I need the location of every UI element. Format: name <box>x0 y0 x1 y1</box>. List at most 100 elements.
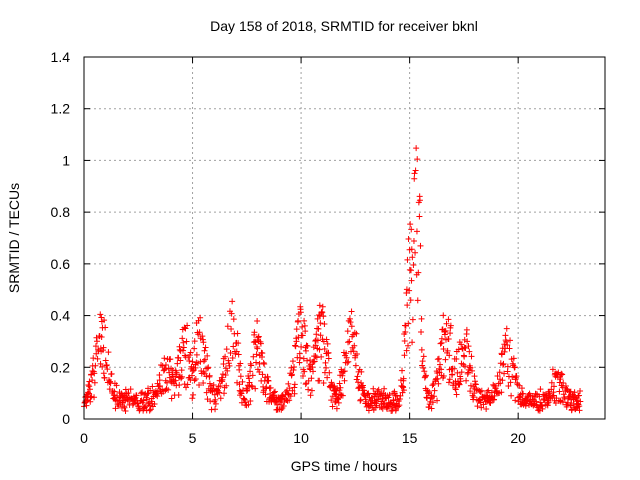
data-point <box>577 398 584 405</box>
data-point <box>199 336 206 343</box>
data-point <box>105 349 112 356</box>
data-point <box>344 328 351 335</box>
data-point <box>341 377 348 384</box>
data-point <box>100 370 107 377</box>
data-point <box>537 386 544 393</box>
data-point <box>289 387 296 394</box>
data-point <box>429 382 436 389</box>
y-axis-label: SRMTID / TECUs <box>6 183 22 293</box>
data-point <box>344 359 351 366</box>
data-point <box>323 336 330 343</box>
data-point <box>219 376 226 383</box>
data-point <box>347 319 354 326</box>
data-point <box>293 338 300 345</box>
data-point <box>478 404 485 411</box>
data-point <box>188 372 195 379</box>
data-point <box>339 372 346 379</box>
data-point <box>355 379 362 386</box>
data-point <box>212 400 219 407</box>
data-point <box>200 379 207 386</box>
data-point <box>320 379 327 386</box>
data-point <box>301 317 308 324</box>
data-point <box>575 392 582 399</box>
data-point <box>146 407 153 414</box>
x-tick-label: 5 <box>189 430 197 446</box>
data-point <box>233 348 240 355</box>
data-point <box>245 375 252 382</box>
data-point <box>295 334 302 341</box>
y-tick-label: 0.4 <box>51 308 71 324</box>
data-point <box>365 390 372 397</box>
data-point <box>285 380 292 387</box>
data-point <box>229 298 236 305</box>
data-point <box>291 381 298 388</box>
data-point <box>225 360 232 367</box>
data-point <box>225 357 232 364</box>
y-tick-label: 0.2 <box>51 359 71 375</box>
data-point <box>520 390 527 397</box>
data-point <box>175 392 182 399</box>
data-point <box>230 316 237 323</box>
data-point <box>559 399 566 406</box>
data-point <box>228 325 235 332</box>
data-point <box>440 346 447 353</box>
data-point <box>419 358 426 365</box>
data-point <box>291 363 298 370</box>
data-point <box>107 378 114 385</box>
data-point <box>307 392 314 399</box>
data-point <box>227 350 234 357</box>
data-point <box>235 340 242 347</box>
data-point <box>458 341 465 348</box>
x-axis-label: GPS time / hours <box>291 458 398 474</box>
data-point <box>464 338 471 345</box>
data-point <box>497 380 504 387</box>
data-point <box>298 343 305 350</box>
data-point <box>317 320 324 327</box>
data-point <box>179 335 186 342</box>
data-point <box>487 399 494 406</box>
data-point <box>144 390 151 397</box>
data-point <box>104 366 111 373</box>
data-point <box>91 370 98 377</box>
data-point <box>236 366 243 373</box>
data-point <box>91 379 98 386</box>
data-point <box>509 373 516 380</box>
data-point <box>431 387 438 394</box>
data-point <box>501 348 508 355</box>
data-point <box>103 362 110 369</box>
data-point <box>549 366 556 373</box>
data-point <box>414 156 421 163</box>
data-point <box>239 378 246 385</box>
data-point <box>434 375 441 382</box>
data-point <box>496 369 503 376</box>
data-point <box>189 395 196 402</box>
data-point <box>446 352 453 359</box>
y-tick-label: 0 <box>62 411 70 427</box>
data-point <box>168 395 175 402</box>
data-point <box>272 388 279 395</box>
data-point <box>339 392 346 399</box>
data-point <box>299 323 306 330</box>
data-point <box>346 315 353 322</box>
data-point <box>421 368 428 375</box>
data-point <box>191 338 198 345</box>
data-point <box>178 373 185 380</box>
data-point <box>248 382 255 389</box>
data-point <box>409 254 416 261</box>
data-point <box>428 405 435 412</box>
data-point <box>321 320 328 327</box>
data-point <box>407 297 414 304</box>
data-point <box>165 386 172 393</box>
data-point <box>187 349 194 356</box>
data-point <box>343 350 350 357</box>
data-point <box>408 226 415 233</box>
data-point <box>245 401 252 408</box>
data-point <box>353 330 360 337</box>
data-point <box>162 362 169 369</box>
data-point <box>416 213 423 220</box>
data-point <box>413 145 420 152</box>
data-point <box>425 390 432 397</box>
data-point <box>192 376 199 383</box>
data-point <box>190 391 197 398</box>
data-point <box>507 337 514 344</box>
